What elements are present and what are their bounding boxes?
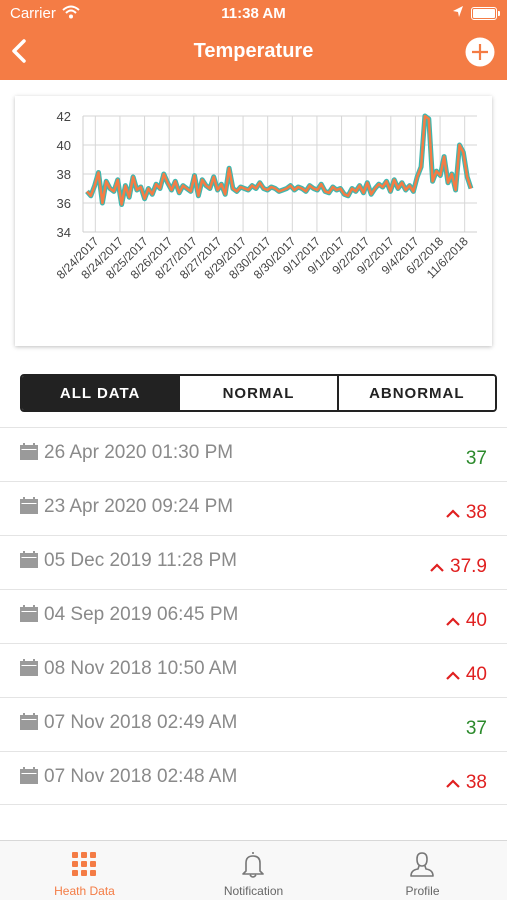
record-value: 37 bbox=[466, 718, 487, 740]
tab-label: Notification bbox=[223, 884, 284, 898]
person-icon bbox=[410, 852, 434, 877]
calendar-icon bbox=[20, 659, 38, 676]
segment-abnormal[interactable]: ABNORMAL bbox=[336, 376, 495, 410]
calendar-icon bbox=[20, 443, 38, 460]
tab-notification[interactable]: Notification bbox=[169, 841, 338, 900]
list-item[interactable]: 07 Nov 2018 02:49 AM 37 bbox=[0, 697, 507, 751]
tab-profile[interactable]: Profile bbox=[338, 841, 507, 900]
bell-icon bbox=[242, 852, 264, 878]
y-tick-label: 34 bbox=[57, 225, 71, 240]
status-time: 11:38 AM bbox=[221, 5, 286, 22]
y-tick-label: 38 bbox=[57, 167, 71, 182]
filter-segmented-control: ALL DATA NORMAL ABNORMAL bbox=[20, 374, 497, 412]
caret-up-icon bbox=[446, 617, 460, 626]
temperature-value: 40 bbox=[465, 610, 487, 631]
list-item[interactable]: 04 Sep 2019 06:45 PM 40 bbox=[0, 589, 507, 643]
temperature-value: 38 bbox=[465, 772, 487, 793]
segment-normal[interactable]: NORMAL bbox=[178, 376, 337, 410]
record-date: 07 Nov 2018 02:49 AM bbox=[44, 712, 238, 733]
record-date: 08 Nov 2018 10:50 AM bbox=[44, 658, 238, 679]
segment-all-data[interactable]: ALL DATA bbox=[22, 376, 179, 410]
tab-heath-data[interactable]: Heath Data bbox=[0, 841, 169, 900]
calendar-icon bbox=[20, 497, 38, 514]
record-value: 37 bbox=[466, 448, 487, 470]
back-button[interactable] bbox=[6, 36, 36, 66]
record-value: 40 bbox=[446, 664, 487, 686]
add-record-button[interactable] bbox=[465, 37, 495, 67]
carrier-label: Carrier bbox=[10, 5, 56, 22]
tab-label: Heath Data bbox=[54, 884, 115, 898]
series-line bbox=[86, 114, 473, 206]
battery-icon bbox=[471, 7, 500, 20]
tab-label: Profile bbox=[405, 884, 440, 898]
calendar-icon bbox=[20, 605, 38, 622]
location-arrow-icon bbox=[453, 6, 463, 17]
temperature-value: 37 bbox=[465, 448, 487, 469]
record-value: 38 bbox=[446, 772, 487, 794]
status-bar: Carrier 11:38 AM bbox=[0, 0, 507, 28]
grid-icon bbox=[72, 852, 96, 876]
y-tick-label: 36 bbox=[57, 196, 71, 211]
temperature-value: 40 bbox=[465, 664, 487, 685]
temperature-value: 37.9 bbox=[450, 556, 487, 577]
record-value: 38 bbox=[446, 502, 487, 524]
list-item[interactable]: 26 Apr 2020 01:30 PM 37 bbox=[0, 427, 507, 481]
record-value: 37.9 bbox=[430, 556, 487, 578]
records-list: 26 Apr 2020 01:30 PM 37 23 Apr 2020 09:2… bbox=[0, 427, 507, 805]
bottom-tab-bar: Heath Data Notification Profile bbox=[0, 840, 507, 900]
caret-up-icon bbox=[446, 779, 460, 788]
list-item[interactable]: 23 Apr 2020 09:24 PM 38 bbox=[0, 481, 507, 535]
nav-header: Carrier 11:38 AM Temperature bbox=[0, 0, 507, 80]
record-date: 26 Apr 2020 01:30 PM bbox=[44, 442, 234, 463]
record-value: 40 bbox=[446, 610, 487, 632]
y-tick-label: 40 bbox=[57, 138, 71, 153]
record-date: 23 Apr 2020 09:24 PM bbox=[44, 496, 234, 517]
page-title: Temperature bbox=[193, 40, 314, 62]
calendar-icon bbox=[20, 767, 38, 784]
temperature-chart: 34 36 38 40 42 8/24/2017 8/24/2017 8/25/2017 8/2… bbox=[15, 96, 492, 346]
wifi-icon bbox=[62, 5, 80, 19]
caret-up-icon bbox=[446, 509, 460, 518]
record-date: 05 Dec 2019 11:28 PM bbox=[44, 550, 237, 571]
temperature-value: 38 bbox=[465, 502, 487, 523]
list-item[interactable]: 08 Nov 2018 10:50 AM 40 bbox=[0, 643, 507, 697]
record-date: 07 Nov 2018 02:48 AM bbox=[44, 766, 238, 787]
list-item[interactable]: 07 Nov 2018 02:48 AM 38 bbox=[0, 751, 507, 805]
calendar-icon bbox=[20, 551, 38, 568]
record-date: 04 Sep 2019 06:45 PM bbox=[44, 604, 239, 625]
calendar-icon bbox=[20, 713, 38, 730]
caret-up-icon bbox=[430, 563, 444, 572]
temperature-value: 37 bbox=[465, 718, 487, 739]
list-item[interactable]: 05 Dec 2019 11:28 PM 37.9 bbox=[0, 535, 507, 589]
caret-up-icon bbox=[446, 671, 460, 680]
temperature-line-chart: 34363840428/24/20178/24/20178/25/20178/2… bbox=[54, 109, 477, 282]
y-tick-label: 42 bbox=[57, 109, 71, 124]
